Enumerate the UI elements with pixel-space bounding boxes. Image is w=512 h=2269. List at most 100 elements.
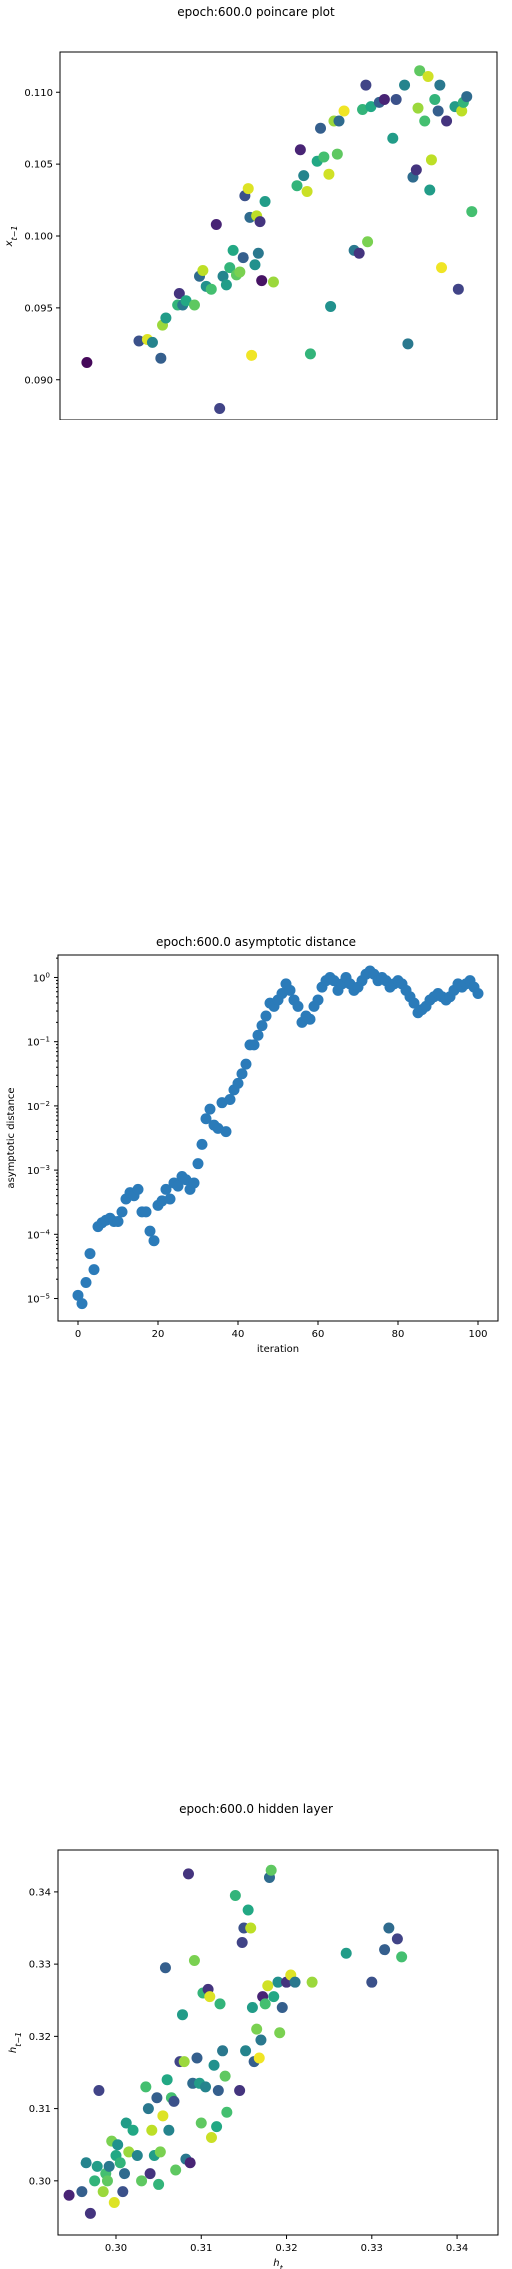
data-point (265, 1864, 277, 1876)
y-tick-label: 0.32 (29, 2032, 51, 2043)
data-point (153, 2178, 165, 2190)
data-point (172, 1180, 184, 1192)
data-point (289, 1976, 301, 1988)
data-point (84, 2207, 96, 2219)
data-point (390, 93, 402, 105)
data-point (80, 2157, 92, 2169)
data-point (205, 2131, 217, 2143)
data-point (154, 2146, 166, 2158)
data-point (396, 1951, 408, 1963)
x-tick-label: 80 (392, 1329, 405, 1340)
data-point (249, 259, 261, 271)
data-point (292, 1000, 304, 1012)
data-point (318, 151, 330, 163)
data-point (76, 1298, 88, 1310)
data-point (200, 1113, 212, 1125)
data-point (173, 288, 185, 299)
data-point (259, 196, 271, 207)
y-tick-label: 0.110 (24, 88, 53, 99)
data-point (227, 244, 239, 256)
y-tick-label: 0.30 (29, 2176, 51, 2187)
data-point (144, 1225, 156, 1237)
data-point (274, 2027, 286, 2039)
data-point (182, 1868, 194, 1880)
data-point (192, 1158, 204, 1170)
data-point (144, 2168, 156, 2180)
data-point (84, 1248, 96, 1260)
data-point (140, 1206, 152, 1218)
data-point (456, 105, 468, 117)
asymptotic-distance-figure: epoch:600.0 asymptotic distance 0 20 40 60 80… (0, 930, 512, 1380)
data-point (63, 2189, 75, 2201)
y-tick-label: 0.33 (29, 1960, 51, 1971)
data-point (379, 1944, 391, 1956)
hidden-layer-chart: epoch:600.0 hidden layer 0.30 0.31 0.32 0.33… (8, 1802, 499, 2269)
x-tick-label: 0.34 (446, 2243, 468, 2254)
data-point (242, 183, 254, 195)
data-point (155, 352, 167, 364)
data-point (254, 216, 266, 228)
data-point (178, 2056, 190, 2068)
data-point (148, 1235, 160, 1247)
data-point (81, 357, 93, 368)
data-point (294, 144, 306, 156)
data-point (103, 2160, 115, 2172)
data-point (246, 349, 258, 361)
data-point (160, 1183, 172, 1195)
data-point (224, 1093, 236, 1105)
data-point (159, 1962, 171, 1974)
data-point (419, 115, 431, 127)
data-point (72, 1289, 84, 1301)
data-point (298, 170, 310, 182)
data-point (425, 154, 437, 166)
data-point (429, 93, 441, 105)
data-point (441, 115, 453, 127)
x-tick-label: 0.33 (361, 2243, 383, 2254)
data-point (180, 295, 192, 307)
data-point (114, 2157, 126, 2169)
data-point (76, 2186, 88, 2198)
data-point (410, 164, 422, 176)
data-point (248, 1039, 260, 1051)
data-point (208, 2059, 220, 2071)
y-axis-label: xt−1 (4, 226, 19, 248)
data-point (306, 1976, 318, 1988)
data-point (133, 335, 145, 347)
y-axis-label: asymptotic distance (6, 1087, 17, 1188)
data-point (146, 336, 158, 348)
data-point (168, 2095, 180, 2107)
data-point (188, 1955, 200, 1967)
y-tick-label: 10−5 (27, 1293, 50, 1306)
data-point (466, 206, 478, 218)
data-point (80, 1276, 92, 1288)
data-point (272, 1976, 284, 1988)
data-point (91, 2160, 103, 2172)
data-point (284, 984, 296, 996)
y-axis-label: ht−1 (8, 2032, 23, 2053)
data-point (101, 2175, 113, 2187)
data-point (353, 247, 365, 259)
data-point (267, 276, 279, 288)
x-tick-label: 0.31 (190, 2243, 212, 2254)
data-point (253, 2052, 265, 2064)
data-point (200, 2081, 212, 2093)
data-point (325, 300, 337, 312)
data-point (127, 2124, 139, 2136)
data-point (252, 1029, 264, 1041)
data-point (220, 279, 232, 291)
data-point (357, 104, 369, 115)
data-point (291, 180, 303, 192)
data-point (461, 91, 473, 103)
x-tick-label: 20 (152, 1329, 165, 1340)
data-point (157, 2110, 169, 2122)
data-point (276, 2001, 288, 2013)
data-point (204, 1991, 216, 2003)
data-point (224, 262, 236, 274)
plot-frame (57, 954, 499, 1322)
data-point (399, 79, 411, 91)
data-point (164, 1193, 176, 1205)
y-tick-label: 0.090 (24, 375, 53, 386)
data-point (214, 403, 226, 414)
data-point (246, 2001, 258, 2013)
y-tick-label: 0.100 (24, 232, 53, 243)
